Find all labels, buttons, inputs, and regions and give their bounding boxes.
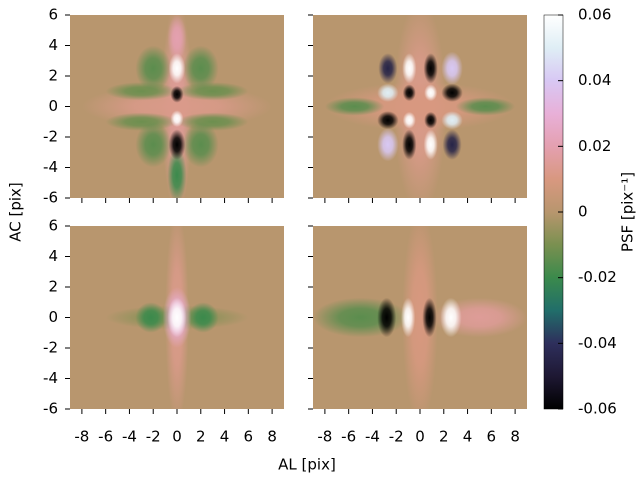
psf-feature: [187, 302, 219, 333]
psf-feature: [400, 297, 416, 338]
psf-feature: [441, 51, 463, 86]
colorbar-tick-label: 0: [578, 203, 588, 221]
y-tick-label: 0: [48, 308, 58, 326]
x-tick-label: 4: [463, 428, 473, 446]
y-tick-label: -6: [43, 189, 58, 207]
x-tick-label: 0: [172, 428, 182, 446]
psf-feature: [135, 302, 167, 333]
psf-feature: [402, 53, 417, 84]
psf-feature: [423, 129, 438, 160]
psf-feature: [135, 121, 172, 168]
x-tick-label: 2: [439, 428, 449, 446]
psf-feature: [182, 121, 219, 168]
y-tick-label: 2: [48, 278, 58, 296]
psf-feature: [402, 84, 416, 102]
x-tick-label: -4: [122, 428, 137, 446]
y-tick-label: -6: [43, 400, 58, 418]
psf-feature: [402, 226, 438, 409]
psf-feature: [402, 111, 416, 129]
psf-feature: [324, 97, 385, 116]
y-tick-label: 2: [48, 67, 58, 85]
colorbar-label: PSF [pix⁻¹]: [619, 172, 637, 252]
psf-feature: [182, 45, 219, 92]
colorbar-tick-label: 0.02: [578, 137, 611, 155]
psf-feature: [441, 83, 463, 102]
colorbar-tick-label: -0.02: [578, 268, 617, 286]
colorbar-tick-label: 0.04: [578, 71, 611, 89]
psf-feature: [377, 83, 399, 102]
x-tick-label: 6: [244, 428, 254, 446]
panel: [70, 226, 284, 409]
x-tick-label: -8: [317, 428, 332, 446]
psf-feature: [135, 45, 172, 92]
psf-feature: [167, 15, 187, 61]
y-tick-label: 0: [48, 97, 58, 115]
x-tick-label: 2: [196, 428, 206, 446]
x-tick-label: -4: [365, 428, 380, 446]
y-tick-label: 6: [48, 217, 58, 235]
x-tick-label: -6: [98, 428, 113, 446]
y-tick-label: -4: [43, 158, 58, 176]
psf-feature: [441, 111, 463, 130]
panel: [70, 15, 284, 198]
colorbar-tick-label: -0.04: [578, 334, 617, 352]
psf-feature: [422, 297, 437, 338]
y-tick-label: -2: [43, 339, 58, 357]
psf-feature: [167, 147, 187, 198]
psf-feature: [455, 97, 516, 116]
panel: [313, 226, 527, 409]
x-tick-label: 0: [415, 428, 425, 446]
psf-feature: [440, 297, 462, 338]
psf-feature: [377, 127, 399, 162]
x-tick-label: 6: [487, 428, 497, 446]
x-tick-label: 8: [267, 428, 277, 446]
y-tick-label: 4: [48, 247, 58, 265]
psf-feature: [442, 129, 462, 160]
psf-feature: [170, 110, 184, 128]
psf-feature: [167, 297, 187, 338]
psf-feature: [378, 53, 398, 84]
y-axis-label: AC [pix]: [7, 182, 25, 242]
y-tick-label: -4: [43, 369, 58, 387]
psf-feature: [423, 53, 438, 84]
psf-feature: [377, 111, 399, 130]
y-tick-label: 4: [48, 36, 58, 54]
y-tick-label: 6: [48, 6, 58, 24]
panel: [313, 15, 527, 198]
psf-feature: [168, 53, 186, 84]
psf-feature: [170, 85, 184, 103]
x-tick-label: 8: [510, 428, 520, 446]
colorbar-tick-label: 0.06: [578, 6, 611, 24]
psf-feature: [324, 82, 516, 131]
x-tick-label: -2: [146, 428, 161, 446]
x-tick-label: -2: [389, 428, 404, 446]
x-axis-label: AL [pix]: [278, 456, 336, 474]
psf-feature: [402, 129, 417, 160]
psf-feature: [424, 111, 438, 129]
x-tick-label: -8: [74, 428, 89, 446]
x-tick-label: 4: [220, 428, 230, 446]
psf-feature: [168, 129, 186, 160]
x-tick-label: -6: [341, 428, 356, 446]
psf-feature: [377, 297, 397, 338]
psf-feature: [424, 84, 438, 102]
colorbar-tick-label: -0.06: [578, 400, 617, 418]
y-tick-label: -2: [43, 128, 58, 146]
